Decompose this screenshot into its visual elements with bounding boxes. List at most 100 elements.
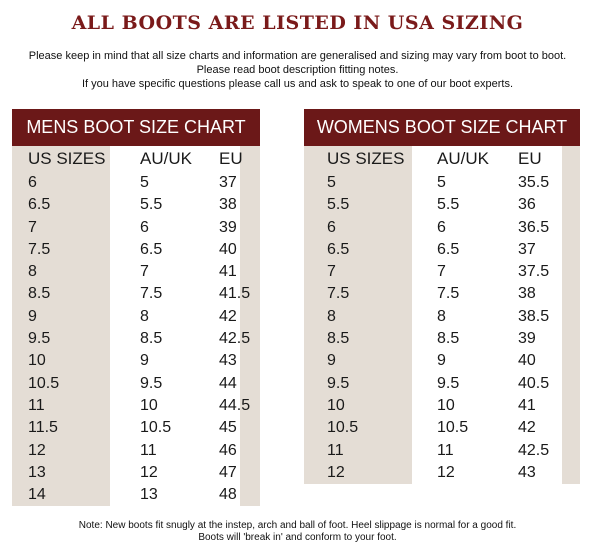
table-cell: 46 bbox=[219, 441, 237, 459]
table-row: 10.5 10.5 42 bbox=[304, 417, 580, 439]
table-row: 11 10 44.5 bbox=[12, 395, 260, 417]
table-cell: 5.5 bbox=[140, 196, 163, 214]
table-row: 8 8 38.5 bbox=[304, 306, 580, 328]
table-cell: 11 bbox=[437, 441, 454, 459]
table-cell: 11 bbox=[327, 441, 344, 459]
table-cell: 10 bbox=[437, 396, 455, 414]
column-header: US SIZES bbox=[28, 149, 106, 168]
column-header: AU/UK bbox=[140, 149, 192, 168]
table-cell: 7 bbox=[327, 263, 336, 281]
table-cell: 8.5 bbox=[437, 330, 460, 348]
table-cell: 14 bbox=[28, 486, 46, 504]
table-cell: 8.5 bbox=[28, 285, 51, 303]
table-row: 9 8 42 bbox=[12, 306, 260, 328]
table-cell: 7.5 bbox=[28, 240, 51, 258]
column-header-row: US SIZES AU/UK EU bbox=[12, 146, 260, 172]
table-cell: 12 bbox=[437, 463, 455, 481]
table-cell: 11 bbox=[28, 396, 45, 414]
table-cell: 44 bbox=[219, 374, 237, 392]
table-cell: 6 bbox=[28, 174, 37, 191]
table-cell: 10.5 bbox=[327, 419, 359, 437]
table-cell: 40 bbox=[219, 240, 237, 258]
table-cell: 8.5 bbox=[327, 330, 350, 348]
table-cell: 6 bbox=[140, 218, 149, 236]
table-cell: 7 bbox=[140, 263, 149, 281]
table-row: 7.5 7.5 38 bbox=[304, 283, 580, 305]
table-cell: 12 bbox=[140, 463, 158, 481]
table-row: 11.5 10.5 45 bbox=[12, 417, 260, 439]
table-cell: 6.5 bbox=[28, 196, 51, 214]
table-row: 14 13 48 bbox=[12, 484, 260, 506]
table-cell: 38 bbox=[219, 196, 237, 214]
table-row: 5 5 35.5 bbox=[304, 172, 580, 194]
table-cell: 41.5 bbox=[219, 285, 251, 303]
column-header-row: US SIZES AU/UK EU bbox=[304, 146, 580, 172]
table-cell: 8 bbox=[140, 307, 149, 325]
table-cell: 9 bbox=[437, 352, 446, 370]
table-row: 13 12 47 bbox=[12, 462, 260, 484]
table-row: 9.5 8.5 42.5 bbox=[12, 328, 260, 350]
table-cell: 45 bbox=[219, 419, 237, 437]
table-cell: 5 bbox=[437, 174, 446, 191]
mens-chart-body: US SIZES AU/UK EU 6 5 37 6.5 5.5 38 7 6 39 7.5 6.5 40 8… bbox=[12, 146, 260, 507]
table-cell: 47 bbox=[219, 463, 237, 481]
table-cell: 5.5 bbox=[437, 196, 460, 214]
table-row: 12 11 46 bbox=[12, 440, 260, 462]
fitting-note: Note: New boots fit snugly at the instep… bbox=[0, 520, 595, 544]
table-cell: 40.5 bbox=[518, 374, 550, 392]
page-title: ALL BOOTS ARE LISTED IN USA SIZING bbox=[71, 12, 524, 34]
table-cell: 6.5 bbox=[437, 240, 460, 258]
table-cell: 40 bbox=[518, 352, 536, 370]
table-row: 10.5 9.5 44 bbox=[12, 373, 260, 395]
table-cell: 9.5 bbox=[437, 374, 460, 392]
table-cell: 38.5 bbox=[518, 307, 550, 325]
table-row: 8.5 8.5 39 bbox=[304, 328, 580, 350]
table-row: 12 12 43 bbox=[304, 462, 580, 484]
table-cell: 10 bbox=[28, 352, 46, 370]
table-cell: 7 bbox=[437, 263, 446, 281]
table-cell: 13 bbox=[140, 486, 158, 504]
us-size-column-shade bbox=[12, 146, 110, 507]
table-row: 6 6 36.5 bbox=[304, 217, 580, 239]
table-cell: 5.5 bbox=[327, 196, 350, 214]
table-cell: 8 bbox=[28, 263, 37, 281]
table-cell: 8.5 bbox=[140, 330, 163, 348]
table-cell: 37 bbox=[219, 174, 237, 191]
table-cell: 42.5 bbox=[518, 441, 550, 459]
table-cell: 8 bbox=[437, 307, 446, 325]
womens-chart-heading: WOMENS BOOT SIZE CHART bbox=[304, 109, 580, 146]
table-cell: 9 bbox=[140, 352, 149, 370]
note-line: Note: New boots fit snugly at the instep… bbox=[78, 520, 517, 531]
womens-size-chart: WOMENS BOOT SIZE CHART US SIZES AU/UK EU 5 5… bbox=[304, 109, 580, 485]
table-cell: 5 bbox=[140, 174, 149, 191]
table-cell: 44.5 bbox=[219, 396, 251, 414]
table-cell: 41 bbox=[219, 263, 237, 281]
table-cell: 10.5 bbox=[437, 419, 469, 437]
table-cell: 38 bbox=[518, 285, 536, 303]
table-row: 6.5 6.5 37 bbox=[304, 239, 580, 261]
table-cell: 13 bbox=[28, 463, 46, 481]
intro-line: If you have specific questions please ca… bbox=[81, 78, 514, 90]
table-row: 10 9 43 bbox=[12, 350, 260, 372]
column-header: EU bbox=[518, 149, 542, 168]
us-size-column-shade bbox=[304, 146, 412, 485]
mens-size-chart: MENS BOOT SIZE CHART US SIZES AU/UK EU 6 5 37… bbox=[12, 109, 260, 507]
table-cell: 10.5 bbox=[28, 374, 60, 392]
table-cell: 7 bbox=[28, 218, 37, 236]
table-cell: 9.5 bbox=[28, 330, 51, 348]
table-row: 9 9 40 bbox=[304, 350, 580, 372]
table-cell: 35.5 bbox=[518, 174, 550, 191]
table-cell: 11.5 bbox=[28, 419, 58, 437]
table-cell: 37.5 bbox=[518, 263, 550, 281]
table-cell: 41 bbox=[518, 396, 536, 414]
table-cell: 12 bbox=[327, 463, 345, 481]
table-cell: 37 bbox=[518, 240, 536, 258]
intro-line: Please keep in mind that all size charts… bbox=[28, 50, 567, 62]
column-header: AU/UK bbox=[437, 149, 489, 168]
table-cell: 12 bbox=[28, 441, 46, 459]
table-cell: 36 bbox=[518, 196, 536, 214]
table-cell: 9.5 bbox=[140, 374, 163, 392]
table-row: 7.5 6.5 40 bbox=[12, 239, 260, 261]
table-cell: 9 bbox=[28, 307, 37, 325]
table-cell: 6.5 bbox=[140, 240, 163, 258]
